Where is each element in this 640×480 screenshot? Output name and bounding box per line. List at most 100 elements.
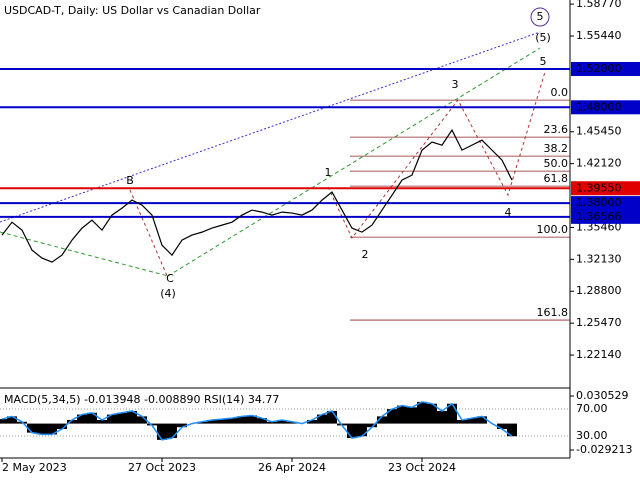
wave-label: C bbox=[166, 272, 174, 285]
x-tick-label: 23 Oct 2024 bbox=[388, 461, 456, 474]
y-tick-label: 1.22140 bbox=[576, 348, 622, 361]
x-tick-label: 2 May 2023 bbox=[2, 461, 67, 474]
macd-bar bbox=[307, 419, 317, 424]
wave-label: 5 bbox=[540, 55, 547, 68]
macd-bar bbox=[387, 409, 397, 424]
macd-bar bbox=[7, 416, 17, 424]
macd-bar bbox=[27, 423, 37, 433]
level-label: 1.38000 bbox=[576, 196, 622, 209]
macd-bar bbox=[267, 421, 277, 424]
macd-bar bbox=[277, 419, 287, 424]
wave-line bbox=[167, 47, 541, 277]
level-label: 1.52000 bbox=[576, 62, 622, 75]
macd-bar bbox=[157, 423, 167, 440]
macd-bar bbox=[37, 423, 47, 435]
macd-bar bbox=[227, 418, 237, 424]
macd-signal bbox=[1, 401, 513, 441]
macd-bar bbox=[57, 423, 67, 430]
macd-bar bbox=[427, 403, 437, 424]
macd-bar bbox=[507, 423, 517, 437]
level-label: 1.36566 bbox=[576, 210, 622, 223]
level-label-box bbox=[571, 196, 640, 211]
wave-label: 2 bbox=[362, 248, 369, 261]
wave-line bbox=[129, 189, 169, 279]
macd-bar bbox=[377, 416, 387, 424]
level-label: 1.39550 bbox=[576, 181, 622, 194]
macd-bar bbox=[67, 419, 77, 424]
macd-bar bbox=[437, 410, 447, 424]
macd-bar bbox=[77, 414, 87, 424]
macd-bar bbox=[177, 423, 187, 428]
x-tick-label: 26 Apr 2024 bbox=[258, 461, 326, 474]
macd-bar bbox=[447, 403, 457, 424]
macd-tick-label: -0.029213 bbox=[576, 443, 632, 456]
x-tick-label: 27 Oct 2023 bbox=[128, 461, 196, 474]
macd-bar bbox=[127, 410, 137, 424]
macd-bar bbox=[467, 418, 477, 424]
wave-label: 5 bbox=[537, 10, 544, 23]
fib-label: 38.2 bbox=[544, 142, 569, 155]
macd-bar bbox=[237, 416, 247, 424]
rsi-tick-label: 70.00 bbox=[576, 402, 608, 415]
macd-tick-label: 0.030529 bbox=[576, 389, 629, 402]
macd-bar bbox=[367, 423, 377, 428]
macd-bar bbox=[87, 412, 97, 424]
level-label-box bbox=[571, 209, 640, 224]
level-label-box bbox=[571, 100, 640, 115]
indicator-label: MACD(5,34,5) -0.013948 -0.008890 RSI(14)… bbox=[4, 393, 279, 406]
wave-label: 4 bbox=[505, 206, 512, 219]
wave-label: 3 bbox=[452, 78, 459, 91]
level-label: 1.48000 bbox=[576, 100, 622, 113]
fib-label: 61.8 bbox=[544, 172, 569, 185]
macd-bar bbox=[117, 412, 127, 424]
trend-line bbox=[0, 31, 541, 223]
fib-label: 100.0 bbox=[537, 223, 569, 236]
wave-label: B bbox=[126, 174, 134, 187]
macd-bar bbox=[407, 407, 417, 424]
price-line bbox=[1, 128, 513, 263]
rsi-tick-label: 30.00 bbox=[576, 429, 608, 442]
macd-bar bbox=[457, 419, 467, 424]
wave-circle bbox=[530, 7, 550, 27]
macd-bar bbox=[477, 416, 487, 424]
level-label-box bbox=[571, 61, 640, 76]
y-tick-label: 1.25470 bbox=[576, 316, 622, 329]
level-label-box bbox=[571, 181, 640, 196]
macd-bar bbox=[327, 410, 337, 424]
y-tick-label: 1.45450 bbox=[576, 125, 622, 138]
y-tick-label: 1.58770 bbox=[576, 0, 622, 10]
macd-bar bbox=[47, 423, 57, 435]
wave-label: 1 bbox=[325, 166, 332, 179]
macd-bar bbox=[167, 423, 177, 439]
macd-bar bbox=[417, 401, 427, 424]
macd-bar bbox=[347, 423, 357, 439]
wave-label: (5) bbox=[535, 31, 551, 44]
macd-bar bbox=[137, 416, 147, 424]
fib-label: 161.8 bbox=[537, 306, 569, 319]
y-tick-label: 1.32130 bbox=[576, 252, 622, 265]
wave-line bbox=[0, 231, 169, 277]
macd-bar bbox=[0, 419, 7, 424]
macd-bar bbox=[357, 423, 367, 437]
fib-label: 23.6 bbox=[544, 123, 569, 136]
macd-bar bbox=[397, 405, 407, 424]
macd-bar bbox=[247, 415, 257, 424]
macd-bar bbox=[97, 419, 107, 424]
wave-label: (4) bbox=[160, 287, 176, 300]
macd-bar bbox=[207, 419, 217, 424]
macd-bar bbox=[257, 418, 267, 424]
macd-bar bbox=[217, 419, 227, 424]
y-tick-label: 1.28800 bbox=[576, 284, 622, 297]
y-tick-label: 1.55440 bbox=[576, 29, 622, 42]
fib-label: 0.0 bbox=[551, 86, 569, 99]
macd-bar bbox=[287, 421, 297, 424]
macd-bar bbox=[107, 414, 117, 424]
macd-bar bbox=[197, 421, 207, 424]
macd-bar bbox=[497, 423, 507, 430]
chart-title: USDCAD-T, Daily: US Dollar vs Canadian D… bbox=[4, 4, 261, 17]
fib-label: 50.0 bbox=[544, 157, 569, 170]
macd-bar bbox=[317, 414, 327, 424]
y-tick-label: 1.42120 bbox=[576, 157, 622, 170]
